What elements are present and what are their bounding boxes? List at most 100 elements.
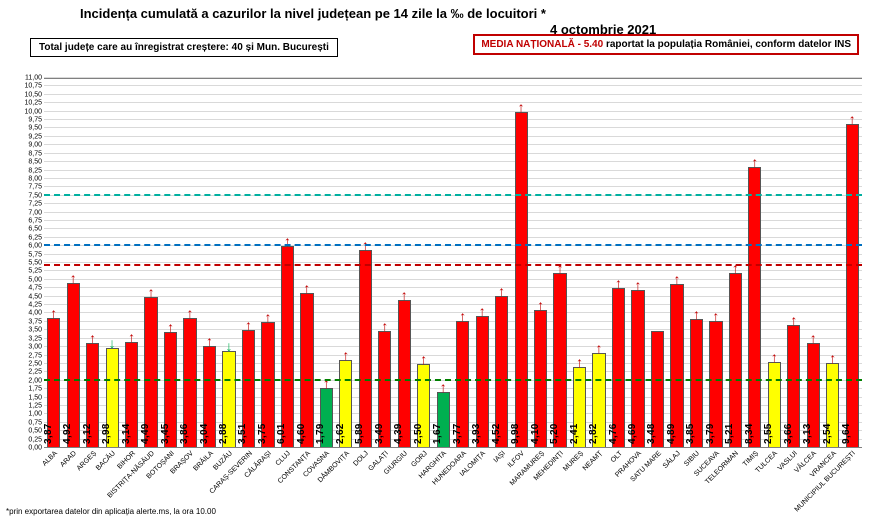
bar-value-label: 3,86 [179, 423, 190, 444]
arrow-up-icon: ↑ [420, 352, 427, 366]
bar-value-label: 3,12 [82, 423, 93, 444]
growth-count-box: Total județe care au înregistrat creșter… [30, 38, 338, 57]
x-axis-label: ALBA [41, 450, 59, 468]
bar-group: ↑8,34 [748, 167, 761, 448]
bar-value-label: 8,34 [744, 423, 755, 444]
y-tick-label: 1,00 [28, 411, 42, 418]
y-tick-label: 10,50 [24, 91, 42, 98]
x-axis-label: DOLJ [353, 450, 371, 468]
chart-title: Incidența cumulată a cazurilor la nivel … [80, 6, 546, 21]
bar-group: ↑3,79 [709, 321, 722, 448]
arrow-down-icon: ↓ [109, 336, 116, 350]
bar-value-label: 4,10 [530, 423, 541, 444]
bar-value-label: 3,48 [646, 423, 657, 444]
y-tick-label: 9,25 [28, 133, 42, 140]
bar-group: ↑1,67 [437, 392, 450, 448]
x-axis-label: MUREȘ [562, 450, 585, 473]
bar [846, 124, 859, 448]
y-tick-label: 5,25 [28, 268, 42, 275]
arrow-up-icon: ↑ [479, 304, 486, 318]
bar-value-label: 3,75 [257, 423, 268, 444]
arrow-up-icon: ↑ [557, 261, 564, 275]
bar-value-label: 2,88 [218, 423, 229, 444]
bar-value-label: 2,55 [763, 423, 774, 444]
national-average-box: MEDIA NAȚIONALĂ - 5.40 raportat la popul… [473, 34, 859, 55]
bar-value-label: 4,39 [393, 423, 404, 444]
bar [515, 112, 528, 448]
y-tick-label: 3,50 [28, 327, 42, 334]
reference-line [44, 194, 862, 196]
y-tick-label: 2,75 [28, 352, 42, 359]
bar-group: ↑4,76 [612, 288, 625, 448]
arrow-up-icon: ↑ [829, 351, 836, 365]
bar-group: ↑9,64 [846, 124, 859, 448]
bar [281, 246, 294, 448]
x-axis-labels: ALBAARADARGEȘBACĂUBIHORBISTRIȚA-NĂSĂUDBO… [44, 448, 862, 504]
bar-value-label: 1,67 [432, 423, 443, 444]
y-tick-label: 2,50 [28, 360, 42, 367]
y-tick-label: 2,00 [28, 377, 42, 384]
bar-value-label: 4,52 [491, 423, 502, 444]
arrow-down-icon: ↓ [226, 339, 233, 353]
y-tick-label: 3,25 [28, 335, 42, 342]
arrow-up-icon: ↑ [50, 306, 57, 320]
bar-group: ↑3,87 [47, 318, 60, 448]
bar-group: ↑3,86 [183, 318, 196, 448]
y-tick-label: 3,00 [28, 344, 42, 351]
arrow-up-icon: ↑ [751, 155, 758, 169]
bar-value-label: 3,51 [237, 423, 248, 444]
y-tick-label: 1,25 [28, 402, 42, 409]
arrow-up-icon: ↑ [537, 298, 544, 312]
footnote: *prin exportarea datelor din aplicația a… [6, 507, 216, 516]
arrow-up-icon: ↑ [732, 261, 739, 275]
bar-group: ↑5,21 [729, 273, 742, 448]
bar-value-label: 4,76 [608, 423, 619, 444]
bar-value-label: 3,79 [705, 423, 716, 444]
bar-value-label: 5,89 [354, 423, 365, 444]
y-tick-label: 8,25 [28, 167, 42, 174]
y-tick-label: 6,00 [28, 243, 42, 250]
y-tick-label: 6,25 [28, 234, 42, 241]
x-axis-label: CLUJ [275, 450, 292, 467]
bar-group: ↑2,54 [826, 363, 839, 448]
x-axis-label: ARGEȘ [75, 450, 97, 472]
y-tick-label: 10,75 [24, 83, 42, 90]
x-axis-label: BACĂU [95, 450, 117, 472]
bar-group: ↑3,04 [203, 346, 216, 448]
y-tick-label: 0,75 [28, 419, 42, 426]
bar [359, 250, 372, 448]
arrow-up-icon: ↑ [401, 288, 408, 302]
reference-line [44, 244, 862, 246]
arrow-up-icon: ↑ [381, 319, 388, 333]
arrow-up-icon: ↑ [70, 271, 77, 285]
arrow-up-icon: ↑ [790, 313, 797, 327]
arrow-up-icon: ↑ [576, 355, 583, 369]
reference-line [44, 379, 862, 381]
national-average-suffix: raportat la populația României, conform … [603, 39, 851, 50]
y-tick-label: 1,50 [28, 394, 42, 401]
gridline [44, 77, 862, 78]
bar-group: ↑2,50 [417, 364, 430, 448]
y-tick-label: 6,50 [28, 226, 42, 233]
national-average-label: MEDIA NAȚIONALĂ - [481, 39, 583, 50]
arrow-up-icon: ↑ [264, 310, 271, 324]
arrow-up-icon: ↑ [187, 306, 194, 320]
bar-value-label: 9,64 [841, 423, 852, 444]
bar-group: ↑4,69 [631, 290, 644, 448]
bar-value-label: 3,45 [160, 423, 171, 444]
bar-group: ↑3,45 [164, 332, 177, 448]
bar-group: ↑6,01 [281, 246, 294, 448]
y-tick-label: 2,25 [28, 369, 42, 376]
national-average-value: 5.40 [584, 39, 603, 50]
bar-group: ↑3,85 [690, 319, 703, 449]
arrow-up-icon: ↑ [459, 309, 466, 323]
bar-group: 3,48 [651, 331, 664, 448]
y-tick-label: 1,75 [28, 386, 42, 393]
y-tick-label: 11,00 [25, 75, 42, 82]
arrow-up-icon: ↑ [635, 278, 642, 292]
arrow-up-icon: ↑ [810, 331, 817, 345]
y-axis: 0,000,250,500,751,001,251,501,752,002,25… [0, 78, 44, 448]
bar-group: ↑5,89 [359, 250, 372, 448]
bar-value-label: 2,62 [335, 423, 346, 444]
bar-value-label: 1,79 [315, 423, 326, 444]
